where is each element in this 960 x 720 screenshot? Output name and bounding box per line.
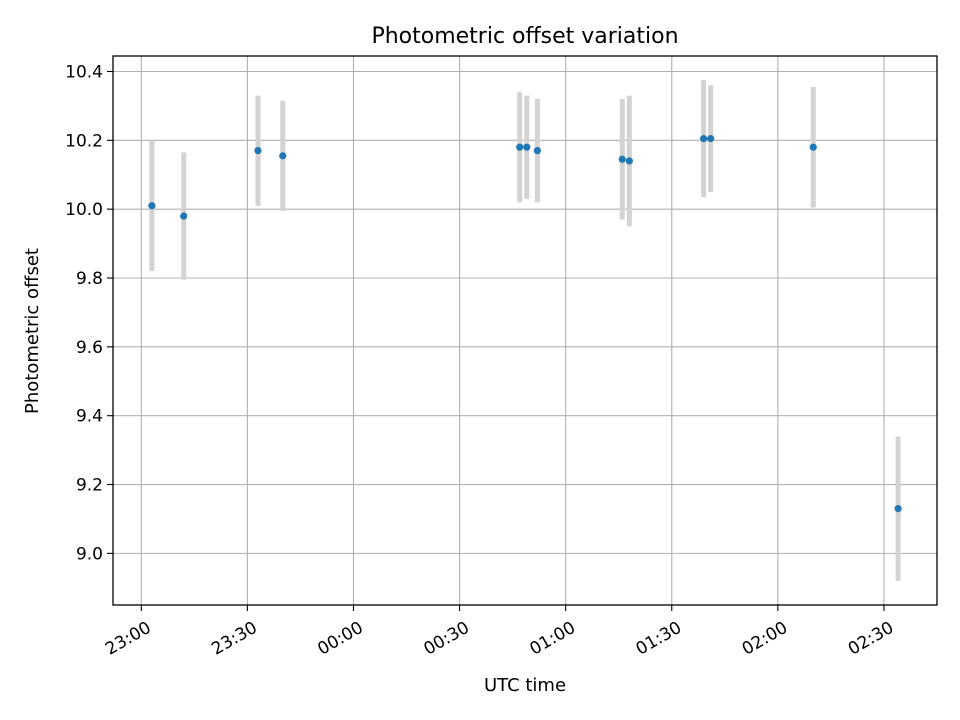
y-tick-label: 9.6 <box>76 338 103 358</box>
data-point <box>809 143 817 151</box>
y-axis-label: Photometric offset <box>22 248 43 414</box>
data-point <box>894 505 902 513</box>
y-tick-label: 9.2 <box>76 476 103 496</box>
grid <box>113 56 937 605</box>
y-tick-label: 10.0 <box>65 200 103 220</box>
data-point <box>148 202 156 210</box>
data-point <box>516 143 524 151</box>
data-points <box>148 135 902 513</box>
data-point <box>180 212 188 220</box>
y-tick-label: 9.0 <box>76 544 103 564</box>
data-point <box>254 147 262 155</box>
y-tick-label: 10.2 <box>65 131 103 151</box>
y-tick-label: 9.8 <box>76 269 103 289</box>
y-tick-label: 10.4 <box>65 62 103 82</box>
data-point <box>625 157 633 165</box>
plot-area-frame <box>112 55 938 606</box>
data-point <box>523 143 531 151</box>
data-point <box>699 135 708 143</box>
data-point <box>279 152 287 160</box>
data-point <box>618 155 626 163</box>
data-point <box>533 147 541 155</box>
x-axis-label: UTC time <box>484 675 566 696</box>
chart-title: Photometric offset variation <box>371 24 678 49</box>
y-tick-label: 9.4 <box>76 407 103 427</box>
y-axis-ticks: 9.0 9.2 9.4 9.6 9.8 10.0 10.2 10.4 <box>65 62 113 564</box>
data-point <box>707 135 715 143</box>
